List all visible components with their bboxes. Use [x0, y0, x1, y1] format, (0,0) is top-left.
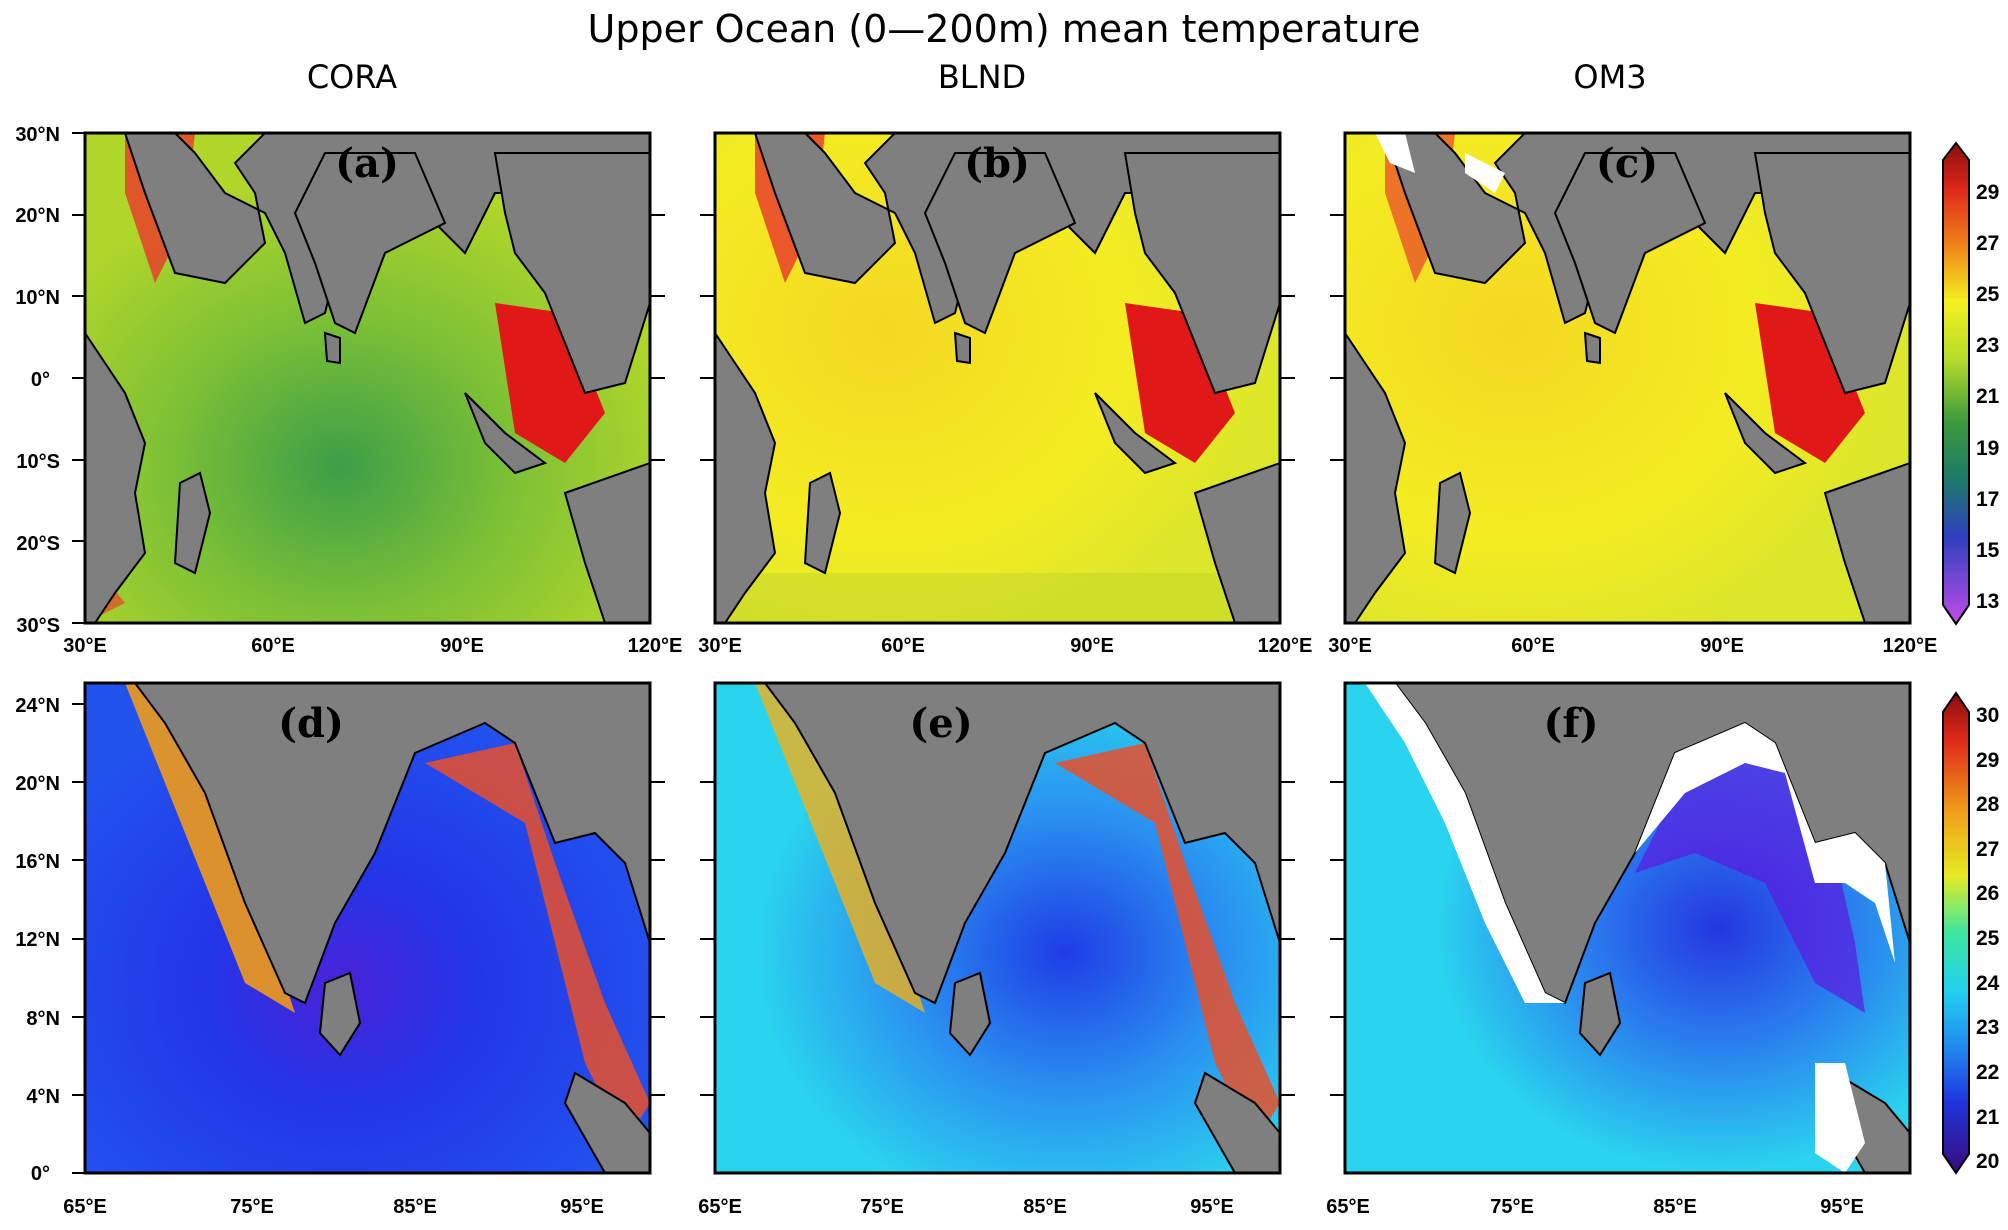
- top-lon-tick-b2: 90°E: [1070, 635, 1114, 657]
- panel-label-d: (d): [278, 700, 344, 747]
- top-colorbar: 29 27 25 23 21 19 17 15 13: [1942, 141, 2000, 626]
- panel-d: (d): [83, 681, 652, 1175]
- top-cb-label-2: 25: [1976, 283, 2000, 306]
- bot-lon-tick-e2: 85°E: [1023, 1196, 1067, 1218]
- land-sri-lanka: [323, 331, 341, 365]
- bot-cb-label-10: 20: [1976, 1150, 1999, 1173]
- land-madagascar: [173, 471, 212, 575]
- bot-cb-label-1: 29: [1976, 749, 1999, 772]
- bot-cb-label-0: 30: [1976, 704, 1999, 727]
- top-cb-label-8: 13: [1976, 590, 1999, 613]
- bottom-colorbar: 30 29 28 27 26 25 24 23 22 21 20: [1942, 691, 2000, 1175]
- bot-lon-tick-e0: 65°E: [698, 1196, 742, 1218]
- bot-cb-label-7: 23: [1976, 1016, 1999, 1039]
- land-sri-lanka-d: [318, 971, 362, 1057]
- bottom-lon-axis: 65°E 75°E 85°E 95°E 65°E 75°E 85°E 95°E …: [63, 1196, 1864, 1218]
- land-india: [293, 152, 447, 335]
- figure-title: Upper Ocean (0—200m) mean temperature: [588, 7, 1421, 51]
- panel-b: (b): [713, 131, 1282, 625]
- top-lon-tick-a2: 90°E: [440, 635, 484, 657]
- top-lat-axis: 30°N 20°N 10°N 0° 10°S 20°S 30°S: [15, 124, 60, 637]
- bot-cb-label-5: 25: [1976, 927, 2000, 950]
- top-cb-label-0: 29: [1976, 181, 1999, 204]
- top-lon-tick-c0: 30°E: [1328, 635, 1372, 657]
- top-lon-tick-c1: 60°E: [1511, 635, 1555, 657]
- land-sumatra: [464, 392, 548, 475]
- panel-label-a: (a): [335, 140, 399, 187]
- panel-label-b: (b): [964, 140, 1030, 187]
- panel-e: (e): [713, 681, 1282, 1175]
- top-lon-tick-b1: 60°E: [881, 635, 925, 657]
- bot-lon-tick-f0: 65°E: [1326, 1196, 1370, 1218]
- column-title-cora: CORA: [307, 58, 397, 96]
- bot-lon-tick-e3: 95°E: [1190, 1196, 1234, 1218]
- bot-lon-tick-d3: 95°E: [560, 1196, 604, 1218]
- panel-label-e: (e): [909, 700, 972, 747]
- bottom-lat-axis: 24°N 20°N 16°N 12°N 8°N 4°N 0°: [15, 695, 60, 1185]
- top-cb-label-5: 19: [1976, 437, 1999, 460]
- bot-lat-tick-1: 20°N: [15, 773, 60, 795]
- top-lon-tick-b0: 30°E: [698, 635, 742, 657]
- top-lat-tick-3: 0°: [31, 369, 50, 391]
- bot-lat-tick-2: 16°N: [15, 851, 60, 873]
- land-sumatra-d: [563, 1071, 650, 1173]
- panel-a: (a): [83, 131, 652, 625]
- top-lat-tick-0: 30°N: [15, 124, 60, 146]
- bot-lat-tick-5: 4°N: [26, 1086, 60, 1108]
- bot-cb-label-9: 21: [1976, 1106, 2000, 1129]
- bot-lon-tick-d0: 65°E: [63, 1196, 107, 1218]
- bot-cb-label-8: 22: [1976, 1061, 1999, 1084]
- top-lat-tick-6: 30°S: [16, 615, 60, 637]
- top-lon-tick-a0: 30°E: [63, 635, 107, 657]
- land-southeast-asia: [493, 152, 650, 395]
- bot-lat-tick-0: 24°N: [15, 695, 60, 717]
- top-cb-label-1: 27: [1976, 232, 1999, 255]
- bot-cb-label-6: 24: [1976, 972, 2000, 995]
- top-lat-tick-1: 20°N: [15, 205, 60, 227]
- panel-f: (f): [1343, 681, 1912, 1175]
- bot-lon-tick-d1: 75°E: [230, 1196, 274, 1218]
- bot-cb-label-3: 27: [1976, 838, 1999, 861]
- bot-lat-tick-6: 0°: [31, 1163, 50, 1185]
- bot-lon-tick-f2: 85°E: [1653, 1196, 1697, 1218]
- land-australia: [563, 461, 650, 623]
- column-title-blnd: BLND: [938, 58, 1026, 96]
- bot-lat-tick-3: 12°N: [15, 929, 60, 951]
- top-cb-label-4: 21: [1976, 385, 2000, 408]
- column-title-om3: OM3: [1573, 58, 1646, 96]
- top-lat-tick-4: 10°S: [16, 451, 60, 473]
- top-lon-tick-c3: 120°E: [1883, 635, 1938, 657]
- top-lon-tick-c2: 90°E: [1700, 635, 1744, 657]
- top-lon-tick-b3: 120°E: [1258, 635, 1313, 657]
- top-cb-label-7: 15: [1976, 539, 2000, 562]
- top-lat-tick-2: 10°N: [15, 287, 60, 309]
- top-lon-tick-a3: 120°E: [628, 635, 683, 657]
- bot-lon-tick-f1: 75°E: [1490, 1196, 1534, 1218]
- panel-label-c: (c): [1596, 140, 1658, 187]
- top-lon-tick-a1: 60°E: [251, 635, 295, 657]
- panel-label-f: (f): [1543, 700, 1598, 747]
- top-lat-tick-5: 20°S: [16, 533, 60, 555]
- top-lon-axis: 30°E 60°E 90°E 120°E 60°E 90°E 120°E 30°…: [63, 635, 1937, 657]
- bot-lat-tick-4: 8°N: [26, 1008, 60, 1030]
- top-cb-label-3: 23: [1976, 334, 1999, 357]
- top-cb-label-6: 17: [1976, 488, 1999, 511]
- bot-lon-tick-e1: 75°E: [860, 1196, 904, 1218]
- bot-lon-tick-f3: 95°E: [1820, 1196, 1864, 1218]
- bot-cb-label-2: 28: [1976, 793, 2000, 816]
- panel-c: (c): [1343, 131, 1912, 625]
- bot-cb-label-4: 26: [1976, 882, 1999, 905]
- bot-lon-tick-d2: 85°E: [393, 1196, 437, 1218]
